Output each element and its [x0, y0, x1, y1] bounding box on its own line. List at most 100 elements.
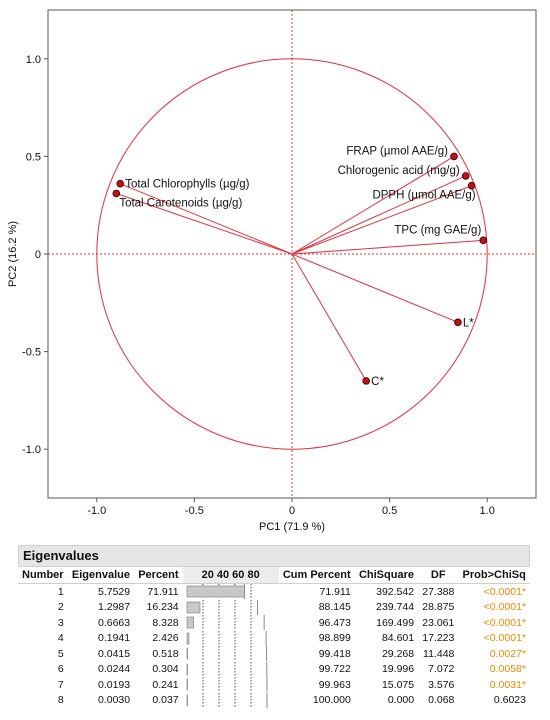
y-tick-label: 0.5: [26, 151, 41, 163]
percent-bar: [186, 601, 200, 614]
loading-vectors: Total Chlorophylls (µg/g) Total Carotenoi…: [112, 145, 488, 388]
loading-label: TPC (mg GAE/g): [394, 224, 481, 236]
cell-df: 3.576: [428, 678, 455, 691]
cell-eigenvalue: 0.0193: [97, 678, 131, 691]
x-tick-label: 0.5: [382, 505, 397, 517]
cell-cum-percent: 98.899: [318, 632, 351, 645]
cell-prob: 0.0058*: [489, 663, 526, 676]
cell-prob: 0.6023: [493, 694, 526, 707]
loading-label: FRAP (µmol AAE/g): [346, 145, 448, 157]
cell-chisquare: 29.268: [381, 647, 415, 660]
cell-percent: 16.234: [146, 601, 179, 614]
cell-chisquare: 169.499: [376, 616, 415, 629]
x-tick-label: -1.0: [87, 505, 106, 517]
eigenvalue-row: 4 0.1941 2.426 98.899 84.601 17.223 <0.0001*: [18, 630, 530, 647]
col-bar-ticks: 20 40 60 80: [182, 567, 279, 584]
eigenvalues-body: 1 5.7529 71.911 71.911 392.542 27.388 <0.0001*…: [18, 584, 530, 709]
loading-point: [461, 172, 470, 180]
cell-prob: <0.0001*: [483, 601, 526, 614]
percent-bar: [186, 694, 188, 707]
col-chisquare: ChiSquare: [354, 567, 419, 584]
cell-df: 27.388: [422, 585, 455, 598]
loading-label: C*: [371, 376, 384, 388]
loading-vector: [291, 253, 459, 323]
cell-number: 6: [57, 663, 64, 676]
cell-percent: 0.518: [152, 647, 179, 660]
loading-vector: [291, 185, 472, 255]
y-tick-label: -0.5: [22, 347, 41, 359]
percent-bar: [186, 585, 245, 598]
cell-cum-percent: 99.963: [318, 678, 351, 691]
cell-number: 8: [57, 694, 64, 707]
eigenvalues-panel: Eigenvalues Number Eigenvalue Percent 20…: [18, 545, 530, 708]
col-prob: Prob>ChiSq: [458, 567, 530, 584]
cell-prob: <0.0001*: [483, 616, 526, 629]
eigenvalues-title: Eigenvalues: [18, 545, 530, 567]
y-axis-ticks: -1.0 -0.5 0 0.5 1.0: [22, 54, 48, 456]
cell-cum-percent: 99.722: [318, 663, 351, 676]
cell-percent-bar: [183, 599, 279, 616]
unit-circle-path: [96, 58, 488, 450]
percent-bar: [186, 663, 188, 676]
percent-bar: [186, 632, 189, 645]
cell-df: 28.875: [422, 601, 455, 614]
cell-chisquare: 19.996: [381, 663, 415, 676]
cell-eigenvalue: 0.6663: [97, 616, 131, 629]
unit-circle: [96, 58, 488, 450]
percent-bar-svg: [186, 630, 267, 646]
cell-percent-bar: [183, 646, 279, 662]
x-axis-ticks: -1.0 -0.5 0 0.5 1.0: [87, 498, 495, 517]
cell-eigenvalue: 0.0244: [97, 663, 131, 676]
cell-percent: 2.426: [152, 632, 179, 645]
eigenvalue-row: 5 0.0415 0.518 99.418 29.268 11.448 0.0027*: [18, 646, 530, 662]
cell-cum-percent: 96.473: [318, 616, 351, 629]
cell-df: 23.061: [422, 616, 455, 629]
cell-prob: 0.0031*: [489, 678, 526, 691]
loading-label: Total Carotenoids (µg/g): [119, 197, 242, 209]
percent-bar: [186, 678, 188, 691]
loading-point: [116, 179, 125, 188]
cell-number: 3: [57, 616, 64, 629]
cell-percent-bar: [183, 661, 279, 678]
y-tick-label: 1.0: [26, 54, 41, 66]
cell-percent: 0.037: [152, 694, 179, 707]
col-number: Number: [18, 567, 68, 584]
cell-df: 7.072: [428, 663, 455, 676]
y-tick-label: -1.0: [22, 444, 41, 456]
cell-eigenvalue: 1.2987: [97, 601, 131, 614]
cell-percent-bar: [183, 692, 279, 709]
loading-vector: [291, 253, 367, 382]
eigenvalue-row: 7 0.0193 0.241 99.963 15.075 3.576 0.0031*: [18, 677, 530, 693]
percent-bar-svg: [186, 599, 258, 615]
cell-eigenvalue: 0.0415: [97, 647, 131, 660]
loading-point: [467, 181, 476, 190]
cell-percent: 0.304: [152, 663, 179, 676]
x-tick-label: -0.5: [185, 505, 204, 517]
cell-df: 0.068: [428, 694, 455, 707]
cell-percent-bar: [183, 677, 279, 693]
percent-bar-svg: [186, 646, 267, 662]
percent-bar-svg: [186, 584, 252, 600]
loading-label: Chlorogenic acid (mg/g): [338, 165, 460, 177]
loading-point: [450, 152, 458, 161]
cell-eigenvalue: 0.0030: [97, 694, 131, 707]
cell-number: 5: [57, 647, 64, 660]
loading-point: [454, 318, 462, 327]
col-cum-percent: Cum Percent: [278, 567, 355, 584]
eigenvalue-row: 2 1.2987 16.234 88.145 239.744 28.875 <0.0001*: [18, 599, 530, 616]
cell-eigenvalue: 0.1941: [97, 632, 131, 645]
percent-bar-svg: [186, 677, 268, 693]
eigenvalue-row: 8 0.0030 0.037 100.000 0.000 0.068 0.6023: [18, 692, 530, 709]
cell-percent-bar: [183, 584, 279, 600]
percent-bar: [186, 647, 188, 660]
loading-vector: [120, 183, 293, 255]
percent-bar-svg: [186, 661, 267, 677]
y-tick-label: 0: [35, 249, 41, 261]
cell-cum-percent: 71.911: [319, 585, 351, 598]
loading-label: L*: [463, 317, 474, 329]
cell-prob: <0.0001*: [483, 585, 526, 598]
loading-label: Total Chlorophylls (µg/g): [125, 179, 249, 191]
x-axis-label: PC1 (71.9 %): [259, 521, 325, 533]
cell-cum-percent: 88.145: [318, 601, 351, 614]
cell-chisquare: 0.000: [387, 694, 415, 707]
